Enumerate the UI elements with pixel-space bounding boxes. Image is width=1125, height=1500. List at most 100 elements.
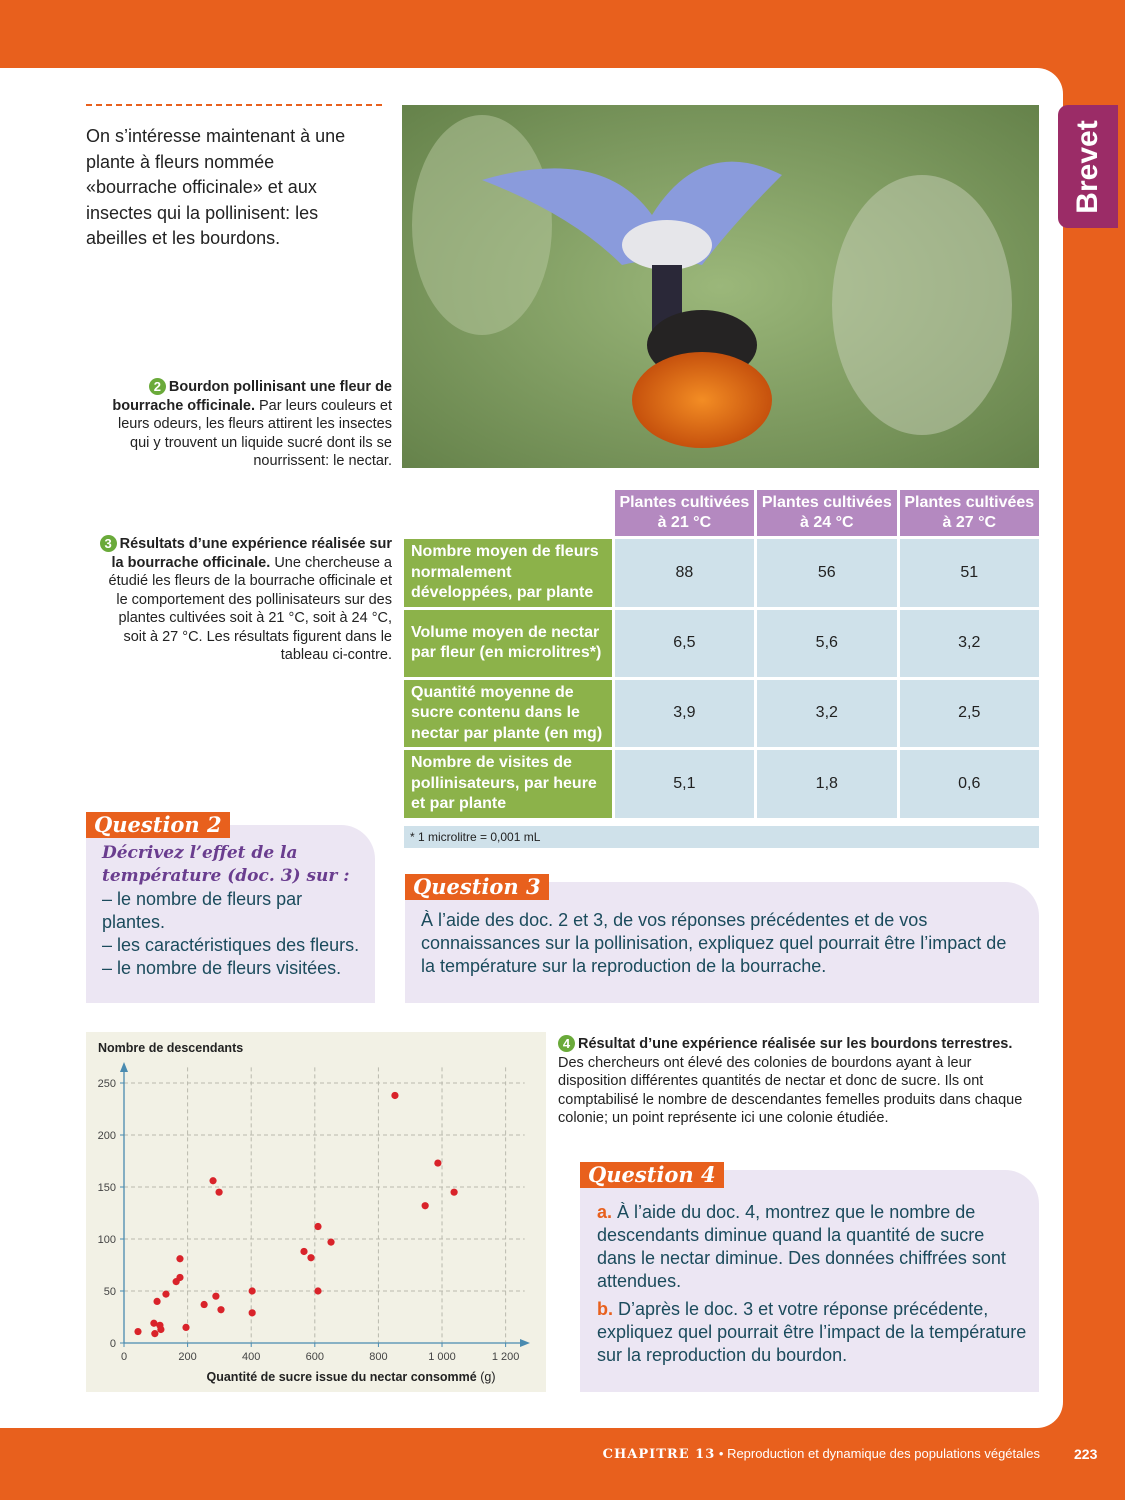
data-point [151,1330,159,1338]
cell: 1,8 [757,750,897,818]
separator: • [718,1446,724,1461]
points [134,1091,458,1338]
row: Volume moyen de nectar par fleur (en mic… [404,609,1039,677]
row-label: Nombre moyen de fleurs normalement dével… [404,539,612,607]
cell: 3,2 [899,609,1039,677]
question-text: À l’aide des doc. 2 et 3, de vos réponse… [421,910,1007,976]
x-axis-arrow [520,1339,530,1347]
data-point [421,1202,429,1210]
x-axis-label: Quantité de sucre issue du nectar consom… [207,1370,496,1384]
data-point [200,1300,208,1309]
question-item: – le nombre de fleurs par plantes. [102,889,303,932]
cell: 88 [614,539,755,607]
column-header: Plantes cultivées à 27 °C [899,490,1039,536]
chapter-number: CHAPITRE 13 [602,1447,716,1462]
cell: 3,2 [757,679,897,747]
column-header: Plantes cultivées à 21 °C [614,490,755,536]
data-point [248,1309,256,1317]
doc-text: Une chercheuse a étudié les fleurs de la… [108,554,392,664]
data-point [314,1222,322,1231]
row-label: Nombre de visites de pollinisateurs, par… [404,750,612,818]
part-text: À l’aide du doc. 4, montrez que le nombr… [597,1202,1006,1291]
cell: 0,6 [899,750,1039,818]
data-point [434,1159,442,1167]
data-point [176,1273,184,1282]
cell: 3,9 [614,679,755,747]
question-lead: Décrivez l’effet de la température (doc.… [102,843,350,886]
cell: 56 [757,539,897,607]
results-table: Plantes cultivées à 21 °C Plantes cultivé… [401,487,1042,821]
question-label: Question 2 [86,812,230,838]
table-note: * 1 microlitre = 0,001 mL [404,826,1039,848]
data-point [162,1290,170,1298]
doc2-caption: 2 Bourdon pollinisant une fleur de bourra… [100,378,392,471]
y-axis-arrow [120,1062,128,1072]
footer: CHAPITRE 13 • Reproduction et dynamique … [0,1446,1040,1462]
question-box [86,825,375,1003]
cell: 5,6 [757,609,897,677]
data-point [150,1319,158,1327]
photo [402,105,1039,468]
data-point [450,1188,458,1196]
x-tick-label: 400 [242,1351,260,1363]
data-point [300,1247,308,1256]
question-part: b. D’après le doc. 3 et votre réponse pr… [597,1298,1027,1367]
y-tick-label: 200 [98,1130,116,1142]
doc-title: Résultat d’une expérience réalisée sur l… [578,1036,1013,1052]
data-point [209,1177,217,1185]
data-point [157,1325,165,1334]
x-tick-label: 0 [121,1351,127,1363]
question-item: – le nombre de fleurs visitées. [102,958,342,978]
y-axis-label: Nombre de descendants [98,1041,243,1055]
x-tick-label: 800 [369,1351,387,1363]
data-point [182,1323,190,1331]
page-number: 223 [1074,1446,1098,1462]
row-label: Quantité moyenne de sucre contenu dans l… [404,679,612,747]
data-point [307,1254,315,1262]
data-point [212,1292,220,1300]
row: Quantité moyenne de sucre contenu dans l… [404,679,1039,747]
y-tick-label: 0 [110,1338,116,1350]
x-tick-label: 200 [178,1351,196,1363]
doc-title: Bourdon pollinisant une fleur de bourrac… [112,379,392,414]
x-tick-label: 1 200 [492,1351,520,1363]
x-tick-label: 1 000 [428,1351,456,1363]
doc3-caption: 3 Résultats d’une expérience réalisée sur… [96,535,392,665]
question-box [580,1170,1039,1392]
question-label: Question 3 [405,874,549,900]
doc-title: Résultats d’une expérience réalisée sur … [111,536,392,571]
doc4-caption: 4 Résultat d’une expérience réalisée sur … [558,1035,1038,1128]
question-label: Question 4 [580,1162,724,1188]
question-box [405,882,1039,1003]
grid [120,1067,525,1347]
divider [86,104,382,106]
doc-number: 3 [99,535,117,552]
x-axis-unit: (g) [480,1370,495,1384]
y-tick-label: 100 [98,1234,116,1246]
cell: 51 [899,539,1039,607]
cell: 5,1 [614,750,755,818]
y-tick-label: 150 [98,1182,116,1194]
brevet-tab: Brevet [1058,105,1118,228]
row: Nombre de visites de pollinisateurs, par… [404,750,1039,818]
intro-text: On s’intéresse maintenant à une plante à… [86,126,346,248]
data-point [391,1091,399,1100]
data-point [217,1306,225,1314]
part-text: D’après le doc. 3 et votre réponse précé… [597,1299,1027,1365]
part-letter: b. [597,1299,613,1319]
y-tick-label: 250 [98,1078,116,1090]
doc-text: Des chercheurs ont élevé des colonies de… [558,1054,1023,1127]
doc-number: 2 [148,378,166,395]
data-point [248,1287,256,1295]
question-item: – les caractéristiques des fleurs. [102,935,360,955]
data-point [176,1255,184,1263]
empty-cell [404,490,612,536]
header-row: Plantes cultivées à 21 °C Plantes cultivé… [404,490,1039,536]
row-label: Volume moyen de nectar par fleur (en mic… [404,609,612,677]
doc-text: Par leurs couleurs et leurs odeurs, les … [117,397,392,470]
cell: 2,5 [899,679,1039,747]
question-body: Décrivez l’effet de la température (doc.… [102,842,367,980]
x-axis-title: Quantité de sucre issue du nectar consom… [207,1370,477,1384]
doc-number: 4 [558,1035,575,1052]
chapter-title: Reproduction et dynamique des population… [727,1446,1040,1461]
